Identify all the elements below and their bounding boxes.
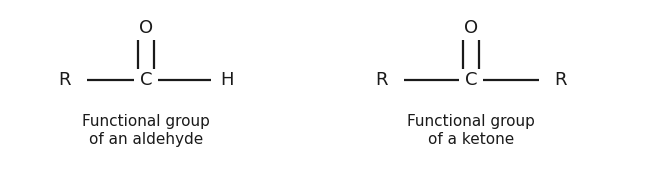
Text: Functional group
of a ketone: Functional group of a ketone: [408, 114, 535, 147]
Text: O: O: [464, 19, 478, 37]
Text: C: C: [140, 71, 153, 89]
Text: O: O: [139, 19, 153, 37]
Text: H: H: [221, 71, 234, 89]
Text: C: C: [465, 71, 478, 89]
Text: Functional group
of an aldehyde: Functional group of an aldehyde: [83, 114, 210, 147]
Text: R: R: [554, 71, 567, 89]
Text: R: R: [58, 71, 72, 89]
Text: R: R: [376, 71, 388, 89]
